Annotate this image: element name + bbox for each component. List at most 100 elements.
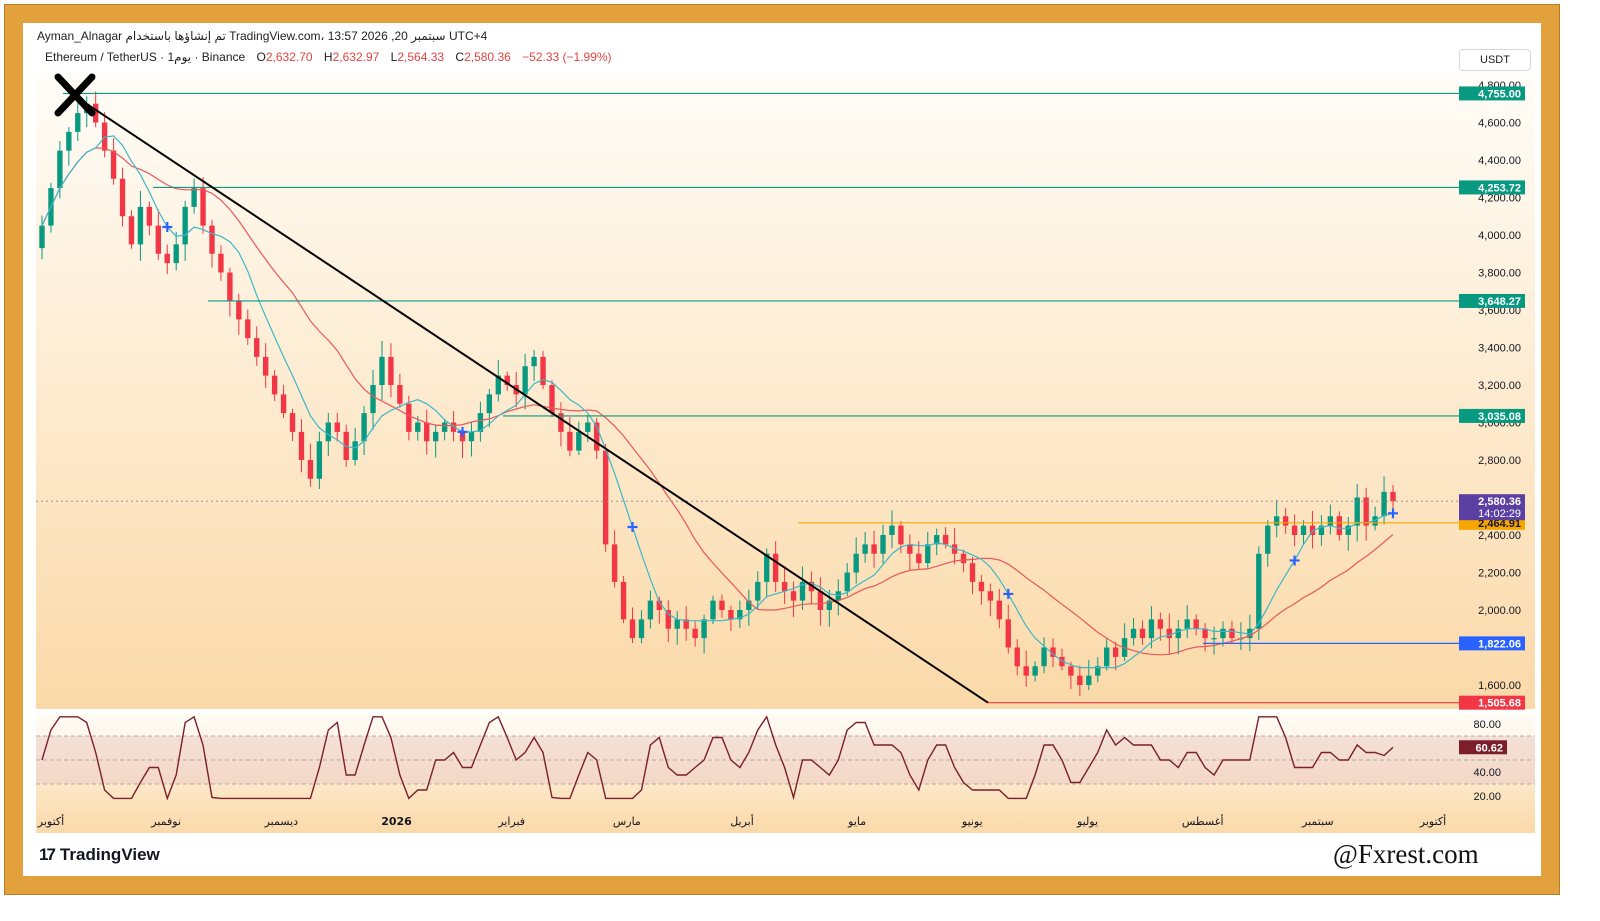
candle-body bbox=[191, 188, 197, 207]
candle-body bbox=[128, 216, 135, 245]
candle-body bbox=[236, 300, 242, 320]
price-level-badge bbox=[1459, 408, 1525, 423]
candle-body bbox=[719, 600, 725, 610]
candle-body bbox=[880, 535, 886, 554]
price-level-label: 1,822.06 bbox=[1478, 638, 1521, 650]
ma-cross-marker bbox=[627, 521, 638, 532]
candle-body bbox=[585, 422, 591, 432]
candle-body bbox=[1059, 656, 1065, 667]
candle-body bbox=[531, 356, 537, 367]
price-level-label: 4,755.00 bbox=[1478, 88, 1521, 100]
candle-body bbox=[1112, 647, 1119, 657]
candle-body bbox=[638, 619, 645, 639]
candle-body bbox=[1104, 647, 1110, 667]
candle-body bbox=[1265, 525, 1271, 554]
candle-body bbox=[110, 150, 117, 179]
symbol-name[interactable]: Ethereum / TetherUS · 1يوم · Binance bbox=[45, 50, 246, 64]
candle-body bbox=[549, 385, 555, 414]
candle-body bbox=[665, 610, 671, 629]
candle-body bbox=[298, 431, 305, 460]
candle-body bbox=[271, 375, 278, 395]
candle-body bbox=[576, 431, 582, 451]
candle-body bbox=[1005, 619, 1011, 648]
candle-body bbox=[486, 394, 493, 414]
price-level-label: 3,648.27 bbox=[1478, 296, 1521, 308]
price-chart[interactable]: 1,600.00 2,000.00 2,200.00 2,400.00 2,800.00… bbox=[23, 23, 1541, 876]
price-level-badge bbox=[1459, 695, 1525, 710]
candle-body bbox=[307, 460, 314, 479]
candle-body bbox=[1274, 516, 1280, 526]
ma-cross-marker bbox=[1289, 555, 1300, 566]
candle-body bbox=[1148, 619, 1155, 639]
y-tick-label: 4,400.00 bbox=[1478, 155, 1521, 167]
candle-body bbox=[522, 366, 528, 395]
candle-body bbox=[245, 319, 251, 339]
candle-body bbox=[388, 356, 394, 385]
y-tick-label: 4,600.00 bbox=[1478, 118, 1521, 130]
candle-body bbox=[1390, 491, 1396, 502]
price-level-badge bbox=[1459, 180, 1525, 195]
close-label: C bbox=[455, 50, 465, 64]
high-value: 2,632.97 bbox=[332, 50, 380, 64]
candle-body bbox=[424, 422, 430, 442]
orange-frame: Ayman_Alnagar تم إنشاؤها باستخدام Tradin… bbox=[4, 4, 1560, 895]
last-price-badge bbox=[1459, 494, 1525, 521]
x-tick-label: مايو bbox=[847, 815, 866, 828]
ma-cross-marker bbox=[457, 426, 468, 437]
chart-panel: Ayman_Alnagar تم إنشاؤها باستخدام Tradin… bbox=[23, 23, 1541, 876]
candle-body bbox=[468, 431, 475, 442]
candle-body bbox=[969, 563, 976, 582]
currency-button[interactable]: USDT bbox=[1459, 49, 1531, 71]
candle-body bbox=[567, 431, 573, 451]
candle-body bbox=[862, 544, 868, 554]
candle-body bbox=[907, 544, 913, 554]
tradingview-logo-text: TradingView bbox=[59, 845, 160, 864]
candle-body bbox=[558, 413, 564, 432]
candle-body bbox=[146, 206, 153, 226]
candle-body bbox=[1068, 666, 1074, 676]
candle-body bbox=[477, 413, 484, 432]
x-tick-label: سبتمبر bbox=[1301, 815, 1334, 828]
trendline bbox=[70, 92, 989, 704]
candle-body bbox=[701, 619, 707, 639]
candle-body bbox=[656, 600, 663, 610]
price-level-badge bbox=[1459, 293, 1525, 308]
fast-moving-average bbox=[41, 135, 1394, 669]
candle-body bbox=[504, 375, 510, 385]
candle-body bbox=[352, 441, 358, 460]
price-level-badge bbox=[1459, 636, 1525, 651]
candle-body bbox=[978, 581, 985, 592]
rsi-value-label: 60.62 bbox=[1475, 742, 1503, 754]
candle-body bbox=[209, 225, 215, 254]
candle-body bbox=[361, 413, 367, 442]
candle-body bbox=[227, 272, 233, 301]
candle-body bbox=[1309, 525, 1316, 535]
candle-body bbox=[39, 225, 45, 249]
candle-body bbox=[1211, 638, 1217, 640]
y-tick-label: 4,000.00 bbox=[1478, 230, 1521, 242]
candle-body bbox=[1184, 619, 1190, 629]
candle-body bbox=[611, 544, 618, 582]
candle-body bbox=[1157, 619, 1164, 629]
candle-body bbox=[987, 591, 994, 601]
ma-cross-marker bbox=[1003, 588, 1014, 599]
candle-body bbox=[674, 619, 680, 629]
candle-body bbox=[450, 422, 457, 432]
x-tick-label: 2026 bbox=[381, 815, 412, 828]
candle-body bbox=[942, 535, 949, 545]
candle-body bbox=[155, 225, 161, 254]
candle-body bbox=[495, 375, 501, 395]
candle-body bbox=[334, 422, 340, 432]
rsi-tick-label: 40.00 bbox=[1473, 767, 1501, 779]
y-tick-label: 2,800.00 bbox=[1478, 455, 1521, 467]
ma-cross-marker bbox=[1388, 508, 1398, 519]
candle-body bbox=[790, 591, 797, 601]
candle-body bbox=[280, 394, 287, 414]
candle-body bbox=[594, 422, 600, 451]
x-tick-label: يوليو bbox=[1076, 815, 1098, 828]
watermark: @Fxrest.com bbox=[1333, 839, 1479, 869]
candle-body bbox=[853, 553, 859, 573]
candle-body bbox=[119, 178, 126, 217]
candle-body bbox=[692, 628, 698, 639]
candle-body bbox=[1318, 525, 1325, 535]
